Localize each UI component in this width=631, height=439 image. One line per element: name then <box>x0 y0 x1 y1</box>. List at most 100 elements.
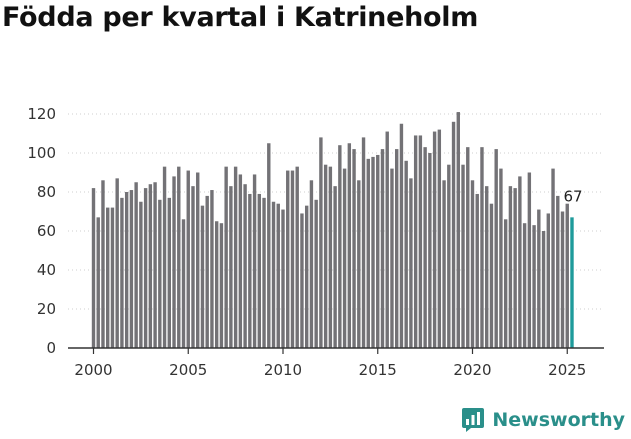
bar <box>556 195 560 348</box>
x-tick-label: 2015 <box>359 361 397 379</box>
bar <box>518 176 522 348</box>
bar <box>437 129 442 348</box>
bar <box>309 180 314 348</box>
y-tick-label: 40 <box>37 261 56 279</box>
bar <box>546 213 550 348</box>
bar <box>456 112 460 348</box>
bar <box>352 149 356 348</box>
bar <box>257 193 262 348</box>
brand-name: Newsworthy <box>492 409 625 431</box>
bar <box>162 166 167 348</box>
bar <box>333 186 337 348</box>
bar <box>115 178 119 348</box>
bar <box>186 170 190 348</box>
x-tick-label: 2005 <box>169 361 207 379</box>
bar <box>134 182 138 348</box>
bar <box>527 172 532 348</box>
bar <box>475 193 479 348</box>
bar <box>461 164 465 348</box>
bar <box>238 174 243 348</box>
x-tick-label: 2025 <box>548 361 586 379</box>
bar <box>120 197 124 348</box>
brand: Newsworthy <box>461 407 625 433</box>
bar <box>314 199 318 348</box>
bar <box>399 123 404 348</box>
bar <box>233 166 238 348</box>
bar <box>409 178 413 348</box>
bar <box>281 209 285 348</box>
bar <box>110 207 115 348</box>
x-tick-label: 2000 <box>74 361 112 379</box>
bar <box>503 219 508 348</box>
bar <box>210 190 214 348</box>
bar <box>229 186 233 348</box>
bar <box>153 182 157 348</box>
bar <box>428 153 432 348</box>
bar <box>404 160 408 348</box>
bar <box>328 166 333 348</box>
bar <box>565 203 569 348</box>
bar <box>541 231 546 348</box>
bar <box>466 147 470 348</box>
bar <box>148 184 153 348</box>
x-axis-ticks: 2000 2005 2010 2015 2020 2025 <box>74 348 586 379</box>
bars <box>91 112 574 348</box>
y-tick-label: 60 <box>37 222 56 240</box>
bar <box>323 164 328 348</box>
bar <box>252 174 257 348</box>
bar <box>480 147 484 348</box>
bar <box>508 186 513 348</box>
bar <box>513 188 517 348</box>
y-tick-label: 20 <box>37 300 56 318</box>
bar <box>499 168 503 348</box>
bar <box>522 223 527 348</box>
last-value-label: 67 <box>563 187 582 205</box>
bar <box>551 168 555 348</box>
bar <box>304 205 309 348</box>
bar <box>191 186 195 348</box>
bar <box>262 197 266 348</box>
bar <box>470 180 475 348</box>
bar <box>376 154 380 348</box>
bar <box>532 225 536 348</box>
bar <box>418 135 423 348</box>
bar <box>248 193 252 348</box>
bar <box>413 135 418 348</box>
bar <box>124 192 129 348</box>
bar <box>91 188 96 348</box>
bar <box>196 172 200 348</box>
bar <box>286 170 290 348</box>
bar <box>205 195 209 348</box>
bar <box>560 211 565 348</box>
bar <box>380 149 385 348</box>
bar <box>224 166 228 348</box>
bar <box>129 190 134 348</box>
bar <box>451 121 456 348</box>
bar <box>271 201 276 348</box>
bar <box>423 147 427 348</box>
bar <box>489 203 494 348</box>
bar <box>200 205 205 348</box>
bar <box>300 213 304 348</box>
chart-title: Födda per kvartal i Katrineholm <box>2 2 479 33</box>
newsworthy-logo-icon <box>462 408 485 432</box>
bar <box>361 137 366 348</box>
bar <box>167 197 171 348</box>
bar <box>390 168 394 348</box>
bar <box>442 180 446 348</box>
bar <box>494 149 498 348</box>
y-tick-label: 80 <box>37 183 56 201</box>
bar <box>214 221 219 348</box>
bar <box>447 164 451 348</box>
bar <box>295 166 299 348</box>
bar <box>290 170 295 348</box>
bar <box>319 137 323 348</box>
bar <box>267 143 271 348</box>
bar <box>101 180 105 348</box>
bar <box>177 166 181 348</box>
bar <box>243 184 247 348</box>
bar <box>395 149 399 348</box>
bar-highlighted <box>570 217 574 348</box>
y-axis-ticks: 0 20 40 60 80 100 120 <box>27 105 56 357</box>
